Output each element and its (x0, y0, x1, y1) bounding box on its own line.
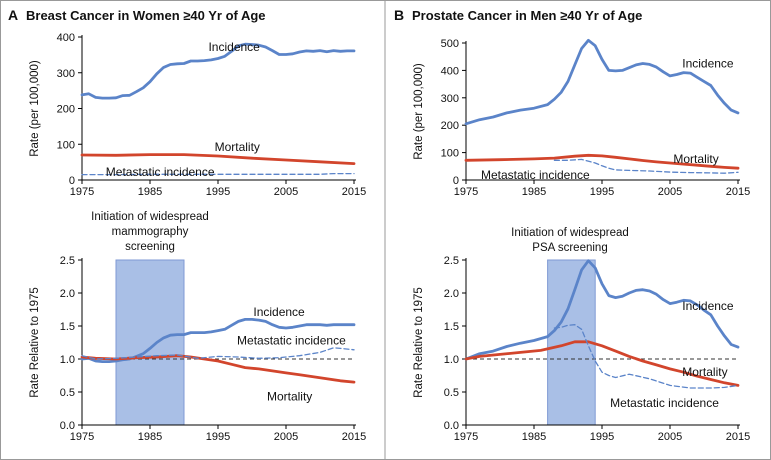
y-tick-label: 200 (441, 120, 459, 132)
x-tick-label: 2015 (342, 431, 366, 443)
x-tick-label: 2015 (342, 186, 366, 198)
series-label-mortality: Mortality (215, 140, 260, 154)
panel-b-header: B Prostate Cancer in Men ≥40 Yr of Age (394, 7, 642, 23)
series-line-incidence (464, 259, 740, 361)
y-tick-label: 300 (441, 93, 459, 105)
y-tick-label: 0 (453, 175, 459, 187)
y-tick-label: 1.5 (60, 321, 75, 333)
y-tick-label: 0.5 (444, 387, 459, 399)
y-tick-label: 2.0 (60, 288, 75, 300)
panel-b-annotation-line-1: Initiation of widespread (511, 227, 629, 239)
y-tick-label: 2.5 (444, 255, 459, 267)
y-tick-label: 0.5 (60, 387, 75, 399)
y-tick-label: 2.0 (444, 288, 459, 300)
series-label-incidence: Incidence (208, 40, 260, 54)
y-tick-label: 200 (57, 104, 75, 116)
x-tick-label: 1975 (454, 186, 478, 198)
series-line-metastatic-incidence (553, 158, 739, 174)
series-line-mortality (464, 153, 740, 170)
series-line-mortality (80, 153, 356, 166)
y-tick-label: 500 (441, 38, 459, 50)
panel-a-header: A Breast Cancer in Women ≥40 Yr of Age (8, 7, 266, 23)
series-line-metastatic-incidence (553, 324, 739, 389)
x-tick-label: 1975 (70, 431, 94, 443)
x-tick-label: 2015 (726, 431, 750, 443)
x-tick-label: 2005 (274, 431, 298, 443)
panel-b-letter: B (394, 7, 404, 23)
y-tick-label: 300 (57, 68, 75, 80)
x-tick-label: 1985 (138, 186, 162, 198)
series-label-incidence: Incidence (682, 299, 734, 313)
x-tick-label: 1975 (70, 186, 94, 198)
y-axis-title: Rate (per 100,000) (29, 60, 41, 157)
x-tick-label: 2005 (658, 431, 682, 443)
y-axis-title: Rate Relative to 1975 (413, 287, 425, 398)
series-label-mortality: Mortality (673, 152, 718, 166)
y-tick-label: 0.0 (60, 420, 75, 432)
panel-b-annotation-line-2: PSA screening (532, 242, 607, 254)
series-label-metastatic-incidence: Metastatic incidence (106, 165, 215, 179)
series-line-incidence (464, 38, 740, 126)
series-line-incidence (80, 42, 356, 100)
y-axis-title: Rate (per 100,000) (413, 63, 425, 160)
x-tick-label: 1975 (454, 431, 478, 443)
x-tick-label: 1995 (206, 186, 230, 198)
plot-breast-rate: 0 100 200 300 400 1975 1985 1995 2005 2015 Rate (p… (29, 32, 366, 198)
x-tick-label: 1995 (206, 431, 230, 443)
y-tick-label: 400 (441, 65, 459, 77)
panel-a-annotation-line-1: Initiation of widespread (91, 211, 209, 223)
x-tick-label: 1985 (138, 431, 162, 443)
x-tick-label: 1985 (522, 431, 546, 443)
plot-breast-relative: 0.0 0.5 1.0 1.5 2.0 2.5 1975 1985 1995 2005 2015 Ra… (29, 255, 366, 443)
x-tick-label: 1995 (590, 186, 614, 198)
series-label-mortality: Mortality (682, 365, 727, 379)
series-line-mortality (80, 354, 356, 384)
y-tick-label: 100 (441, 148, 459, 160)
series-label-metastatic-incidence: Metastatic incidence (237, 334, 346, 348)
panel-a-title: Breast Cancer in Women ≥40 Yr of Age (26, 8, 266, 23)
screening-band (115, 259, 185, 426)
panel-a-annotation: Initiation of widespread mammography scr… (91, 211, 209, 253)
panel-a-letter: A (8, 7, 18, 23)
panel-a-annotation-line-2: mammography (112, 226, 189, 238)
y-axis-title: Rate Relative to 1975 (29, 287, 41, 398)
series-label-incidence: Incidence (253, 305, 305, 319)
series-line-mortality (464, 340, 740, 387)
series-label-mortality: Mortality (267, 390, 312, 404)
series-line-metastatic-incidence (81, 172, 355, 176)
panel-b-annotation: Initiation of widespread PSA screening (511, 227, 629, 254)
y-tick-label: 1.5 (444, 321, 459, 333)
y-tick-label: 400 (57, 32, 75, 44)
x-tick-label: 2005 (274, 186, 298, 198)
x-tick-label: 2015 (726, 186, 750, 198)
y-tick-label: 0 (69, 175, 75, 187)
y-tick-label: 2.5 (60, 255, 75, 267)
panel-b-title: Prostate Cancer in Men ≥40 Yr of Age (412, 8, 642, 23)
series-label-incidence: Incidence (682, 57, 734, 71)
x-tick-label: 1985 (522, 186, 546, 198)
y-tick-label: 1.0 (444, 354, 459, 366)
series-line-metastatic-incidence (81, 347, 355, 360)
series-label-metastatic-incidence: Metastatic incidence (481, 168, 590, 182)
plot-prostate-rate: 0 100 200 300 400 500 1975 1985 1995 2005 2015 Rate… (413, 38, 750, 198)
y-tick-label: 100 (57, 139, 75, 151)
series-label-metastatic-incidence: Metastatic incidence (610, 396, 719, 410)
plot-prostate-relative: 0.0 0.5 1.0 1.5 2.0 2.5 1975 1985 1995 2005 2015 Ra… (413, 255, 750, 443)
x-tick-label: 1995 (590, 431, 614, 443)
x-tick-label: 2005 (658, 186, 682, 198)
y-tick-label: 1.0 (60, 354, 75, 366)
panel-a-annotation-line-3: screening (125, 241, 175, 253)
y-tick-label: 0.0 (444, 420, 459, 432)
